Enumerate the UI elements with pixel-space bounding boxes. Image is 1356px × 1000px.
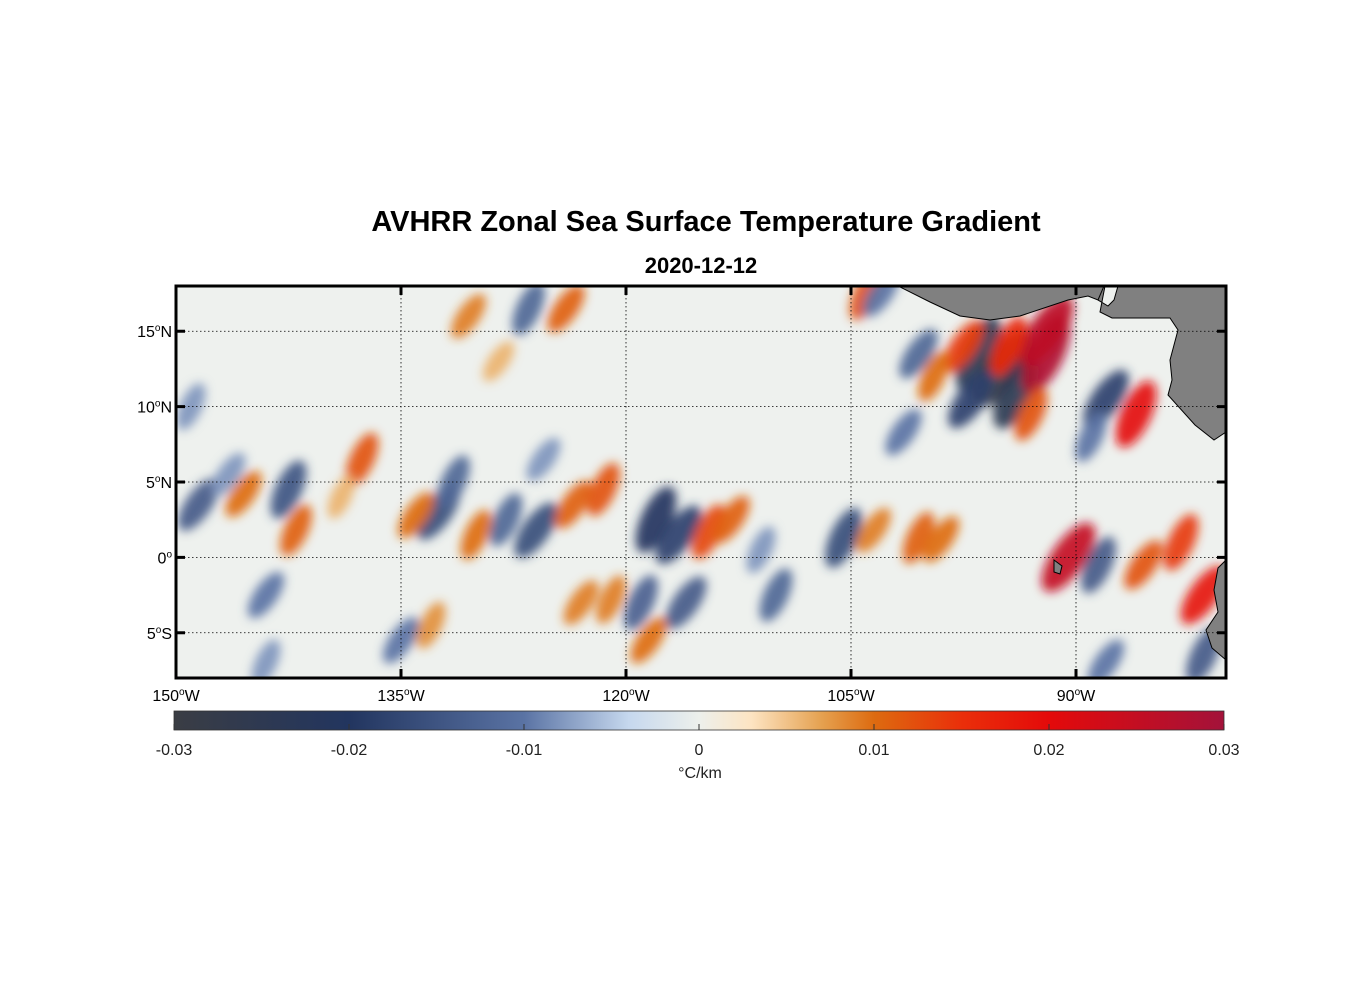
colorbar-tick-label-3: 0 xyxy=(695,742,704,759)
gradient-feature-26 xyxy=(955,316,1002,392)
colorbar-tick-label-6: 0.03 xyxy=(1208,742,1239,759)
gradient-feature-49 xyxy=(382,617,420,664)
gradient-feature-15 xyxy=(554,480,593,529)
gradient-feature-4 xyxy=(270,460,307,519)
gradient-feature-1 xyxy=(225,470,262,518)
gradient-feature-3 xyxy=(178,478,219,531)
gradient-feature-52 xyxy=(624,575,658,631)
y-tick-label-2: 5oN xyxy=(146,474,172,492)
gradient-feature-47 xyxy=(665,576,707,629)
colorbar-tick-label-5: 0.02 xyxy=(1033,742,1064,759)
colorbar-tick-label-1: -0.02 xyxy=(331,742,368,759)
gradient-feature-40 xyxy=(1075,411,1107,462)
y-tick-label-3: 0o xyxy=(158,549,173,567)
x-tick-label-3: 105oW xyxy=(827,687,875,705)
gradient-feature-13 xyxy=(514,502,558,558)
gradient-feature-19 xyxy=(655,505,702,564)
gradient-feature-53 xyxy=(630,617,667,664)
gradient-feature-44 xyxy=(1163,514,1199,571)
chart-subtitle: 2020-12-12 xyxy=(644,253,758,278)
gradient-feature-57 xyxy=(450,293,487,339)
gradient-feature-21 xyxy=(712,495,750,544)
axis-ticks: 150oW 135oW 120oW 105oW 90oW 15oN 10oN 5oN 0o 5oS xyxy=(137,286,1226,705)
y-tick-label-4: 5oS xyxy=(147,625,172,643)
chart-title: AVHRR Zonal Sea Surface Temperature Grad… xyxy=(371,206,1041,238)
gradient-feature-7 xyxy=(247,571,285,619)
gradient-feature-36 xyxy=(1014,387,1048,441)
gradient-feature-20 xyxy=(691,504,726,560)
gradient-feature-43 xyxy=(1124,540,1163,590)
land-layer xyxy=(897,286,1226,661)
x-tick-label-0: 150oW xyxy=(152,687,200,705)
gradient-feature-33 xyxy=(943,320,984,373)
gradient-feature-51 xyxy=(563,580,599,625)
gradient-feature-45 xyxy=(1180,565,1226,625)
gradient-feature-5 xyxy=(211,452,246,497)
colorbar: -0.03 -0.02 -0.01 0 0.01 0.02 0.03 xyxy=(156,710,1240,759)
y-tick-label-1: 10oN xyxy=(137,399,172,417)
gradient-feature-34 xyxy=(918,351,949,402)
gradient-feature-23 xyxy=(855,507,892,553)
x-tick-label-2: 120oW xyxy=(602,687,650,705)
gradient-feature-48 xyxy=(759,568,793,622)
gradient-feature-60 xyxy=(251,639,281,678)
gradient-feature-24 xyxy=(902,512,935,564)
land-galapagos xyxy=(1053,559,1063,575)
gradient-feature-37 xyxy=(885,409,922,456)
gradient-feature-54 xyxy=(596,575,626,624)
gradient-feature-12 xyxy=(460,509,492,560)
gradient-feature-0 xyxy=(345,432,379,486)
gradient-feature-35 xyxy=(899,329,938,379)
gradient-feature-39 xyxy=(1083,369,1129,429)
gradient-feature-59 xyxy=(862,286,900,317)
gradient-feature-58 xyxy=(849,286,883,321)
gradient-feature-11 xyxy=(397,492,435,539)
gradient-feature-38 xyxy=(1115,380,1157,448)
gradient-feature-42 xyxy=(1081,536,1116,594)
gradient-feature-31 xyxy=(1018,295,1074,367)
gradient-feature-50 xyxy=(416,601,446,649)
gradient-feature-61 xyxy=(1087,639,1125,678)
gradient-feature-6 xyxy=(176,383,206,430)
x-tick-label-1: 135oW xyxy=(377,687,425,705)
land-south-america xyxy=(1205,559,1226,661)
gradient-feature-18 xyxy=(635,486,677,553)
colorbar-tick-label-2: -0.01 xyxy=(506,742,543,759)
colorbar-unit-label: °C/km xyxy=(678,765,722,782)
gradient-feature-17 xyxy=(526,437,561,481)
gradient-feature-62 xyxy=(746,526,776,574)
x-tick-label-4: 90oW xyxy=(1057,687,1096,705)
gridlines xyxy=(176,286,1226,678)
gradient-feature-63 xyxy=(482,341,515,382)
gradient-feature-56 xyxy=(512,286,545,336)
gradient-feature-29 xyxy=(948,369,994,429)
colorbar-tick-label-0: -0.03 xyxy=(156,742,193,759)
gradient-feature-14 xyxy=(489,493,523,547)
land-central-america xyxy=(897,286,1226,441)
y-tick-label-0: 15oN xyxy=(137,323,172,341)
gradient-feature-25 xyxy=(922,516,960,563)
gradient-features xyxy=(176,286,1226,678)
gradient-feature-2 xyxy=(280,504,312,557)
colorbar-tick-label-4: 0.01 xyxy=(858,742,889,759)
gradient-feature-8 xyxy=(327,475,355,519)
gradient-feature-22 xyxy=(825,507,862,568)
gradient-feature-32 xyxy=(990,316,1027,377)
gradient-feature-55 xyxy=(547,286,585,333)
gradient-feature-16 xyxy=(587,462,620,517)
